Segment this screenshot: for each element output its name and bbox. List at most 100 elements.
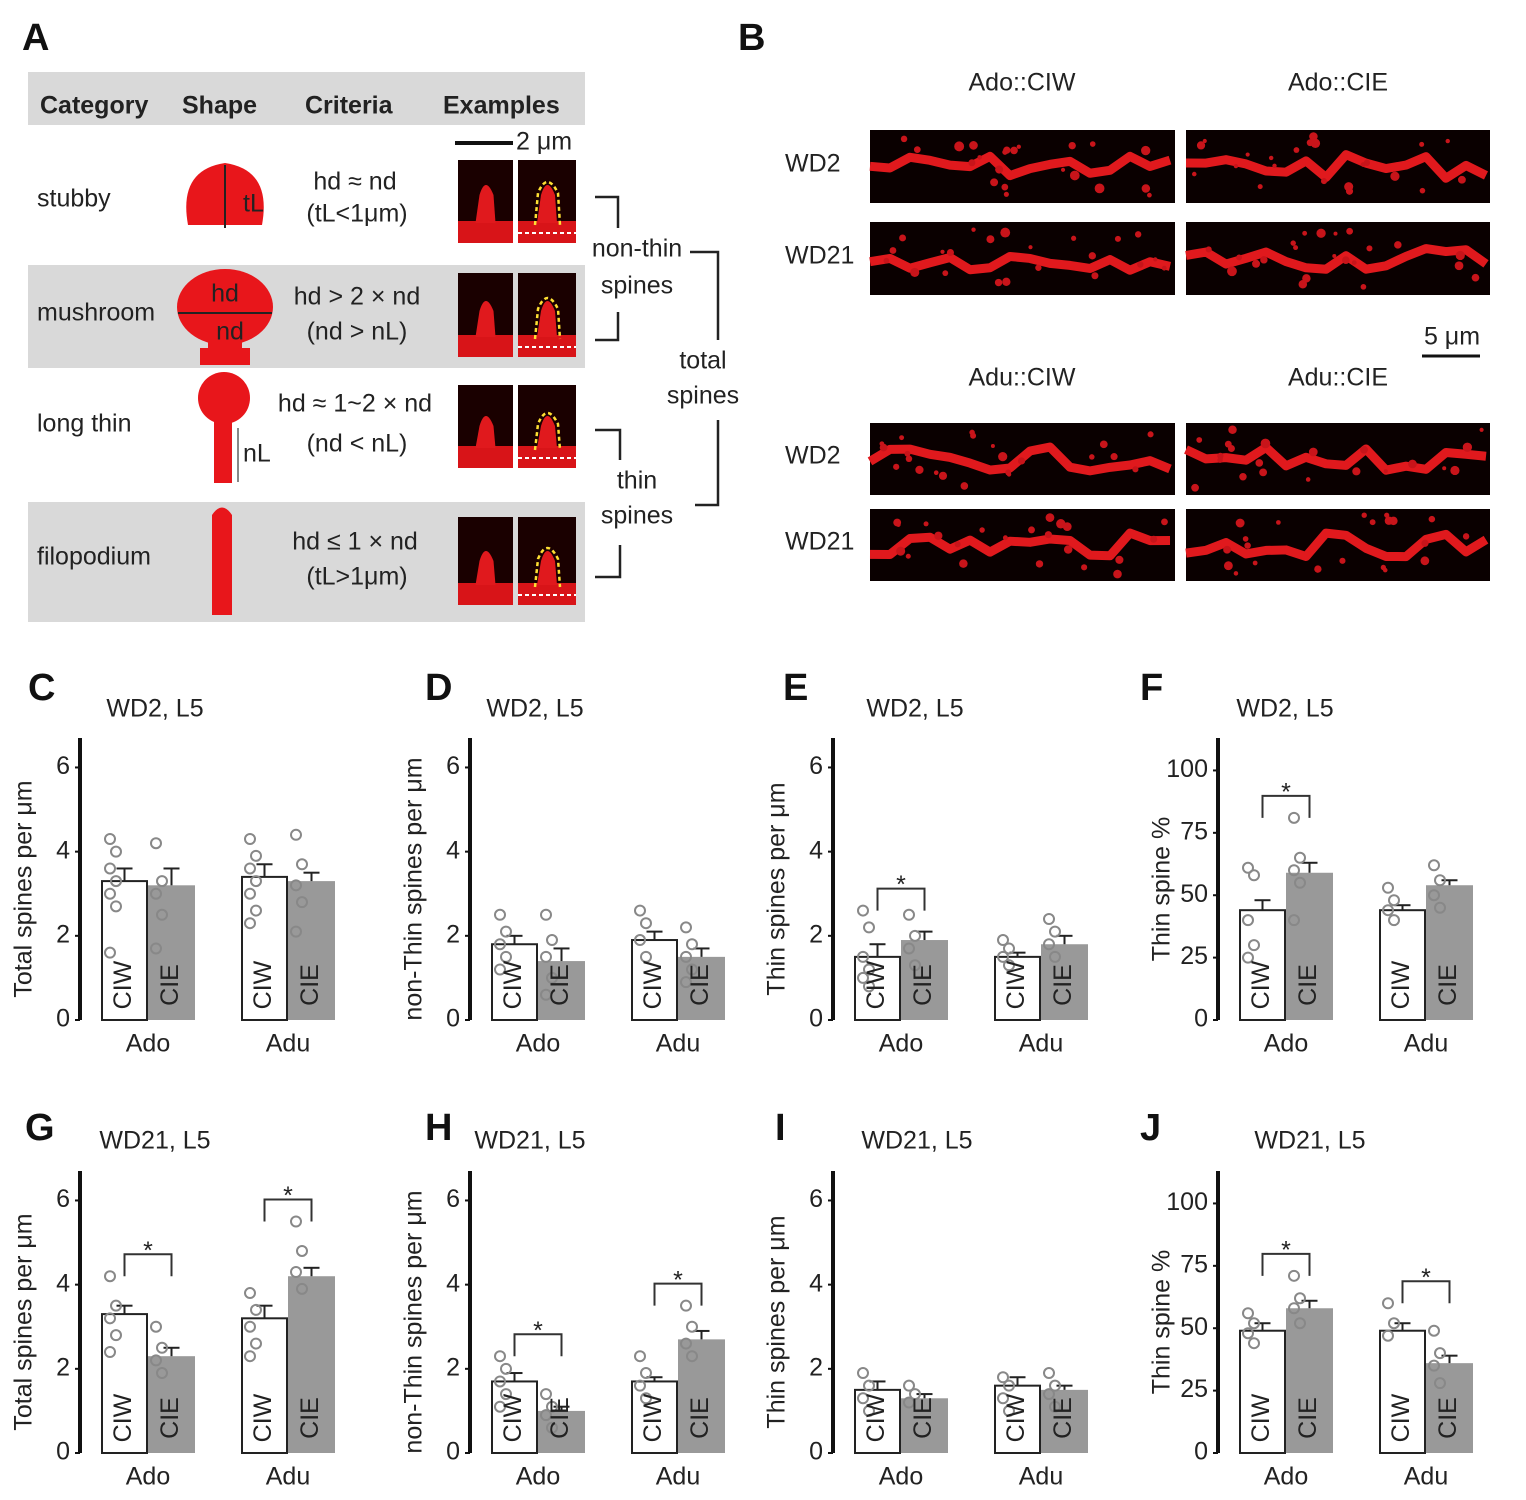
bar <box>1286 872 1333 1020</box>
data-point <box>540 1388 552 1401</box>
panel-label: I <box>775 1107 786 1149</box>
spine-dot <box>1235 518 1245 528</box>
spine-dot <box>1260 438 1271 449</box>
data-point <box>857 950 869 963</box>
data-point <box>1003 959 1015 972</box>
significance-bracket <box>1261 1252 1311 1276</box>
category: filopodium <box>37 543 151 571</box>
spine-dot <box>998 452 1008 462</box>
spine-dot <box>879 441 885 447</box>
spine-dot <box>979 527 985 533</box>
spine-dot <box>1316 228 1326 238</box>
trace <box>533 180 562 226</box>
y-tick-label: 4 <box>446 836 460 864</box>
spine-dot <box>959 559 968 568</box>
data-point <box>296 896 308 909</box>
significance-label: * <box>1281 1236 1291 1264</box>
bar <box>678 956 725 1020</box>
bar-label: CIE <box>1294 964 1322 1006</box>
shape-label: tL <box>243 190 264 218</box>
spine-dot <box>1428 515 1436 523</box>
data-point <box>110 900 122 913</box>
bar <box>491 943 538 1022</box>
data-point <box>540 988 552 1001</box>
bar-label: CIW <box>1387 960 1415 1009</box>
dendrite <box>1185 528 1489 562</box>
y-axis-label: Thin spines per μm <box>763 782 791 995</box>
spine-dot <box>1383 469 1388 474</box>
table-header: Category <box>40 92 148 120</box>
spine-dot <box>1003 191 1009 197</box>
spine-dot <box>1332 253 1337 258</box>
spine-dot <box>1390 171 1400 181</box>
y-axis-label: Thin spines per μm <box>763 1215 791 1428</box>
trace <box>533 411 562 451</box>
spine-dot <box>883 257 890 264</box>
spine-dot <box>954 541 961 548</box>
bar-label: CIE <box>1049 964 1077 1006</box>
spine-dot <box>1192 171 1197 177</box>
data-point <box>680 921 692 934</box>
table-header: Criteria <box>305 92 394 120</box>
chart-title: WD21, L5 <box>474 1127 585 1155</box>
spine-dot <box>1113 569 1122 579</box>
x-tick-label: Adu <box>656 1030 700 1058</box>
group-label: thin <box>617 467 657 495</box>
data-point <box>997 1392 1009 1405</box>
data-point <box>1242 914 1254 927</box>
spine <box>537 551 557 585</box>
category: stubby <box>37 185 111 213</box>
spine-dot <box>1419 187 1426 194</box>
examples <box>458 160 576 605</box>
spine-dot <box>1069 170 1080 181</box>
data-point <box>686 938 698 951</box>
data-point <box>1434 1347 1446 1360</box>
data-point <box>1294 1292 1306 1305</box>
bar-label: CIE <box>156 1397 184 1439</box>
x-tick-label: Adu <box>1404 1030 1448 1058</box>
x-tick-label: Adu <box>266 1030 310 1058</box>
y-tick-label: 0 <box>1194 1438 1208 1466</box>
chart-title: WD2, L5 <box>486 695 583 723</box>
data-point <box>1434 874 1446 887</box>
y-tick-label: 4 <box>809 1269 823 1297</box>
spine-dot <box>1196 141 1206 150</box>
bar-label: CIW <box>1247 960 1275 1009</box>
spine-dot <box>913 146 921 154</box>
bar <box>1239 909 1286 1022</box>
significance-label: * <box>533 1317 543 1345</box>
spine-dot <box>1310 138 1321 149</box>
shape-label: nd <box>216 318 244 346</box>
spine-dot <box>910 267 920 277</box>
y-axis-label: Total spines per μm <box>10 780 38 997</box>
panel-label: J <box>1140 1107 1161 1149</box>
bar <box>101 1313 148 1455</box>
x-tick-label: Adu <box>1019 1463 1063 1491</box>
data-point <box>290 1266 302 1279</box>
data-point <box>290 879 302 892</box>
spine <box>537 185 557 223</box>
data-point <box>156 875 168 888</box>
data-point <box>1248 1317 1260 1330</box>
data-point <box>110 875 122 888</box>
x-tick-label: Ado <box>1264 1463 1308 1491</box>
mushroom-shape <box>177 269 273 345</box>
data-point <box>1003 1404 1015 1417</box>
data-point <box>909 1388 921 1401</box>
spine-dot <box>1094 183 1105 194</box>
spine-dot <box>1408 459 1417 469</box>
spine-dot <box>971 227 976 232</box>
significance-bracket <box>653 1282 703 1306</box>
spine-dot <box>1228 425 1237 435</box>
spine-dot <box>1455 250 1465 261</box>
spine-dot <box>1389 516 1398 526</box>
data-point <box>104 833 116 846</box>
bar-label: CIE <box>686 964 714 1006</box>
y-tick-label: 6 <box>56 752 70 780</box>
data-point <box>640 1367 652 1380</box>
mushroom-shape <box>208 335 242 350</box>
y-tick-label: 4 <box>446 1269 460 1297</box>
spine-dot <box>1293 245 1299 251</box>
bar-label: CIW <box>862 960 890 1009</box>
spine-dot <box>1091 272 1099 280</box>
